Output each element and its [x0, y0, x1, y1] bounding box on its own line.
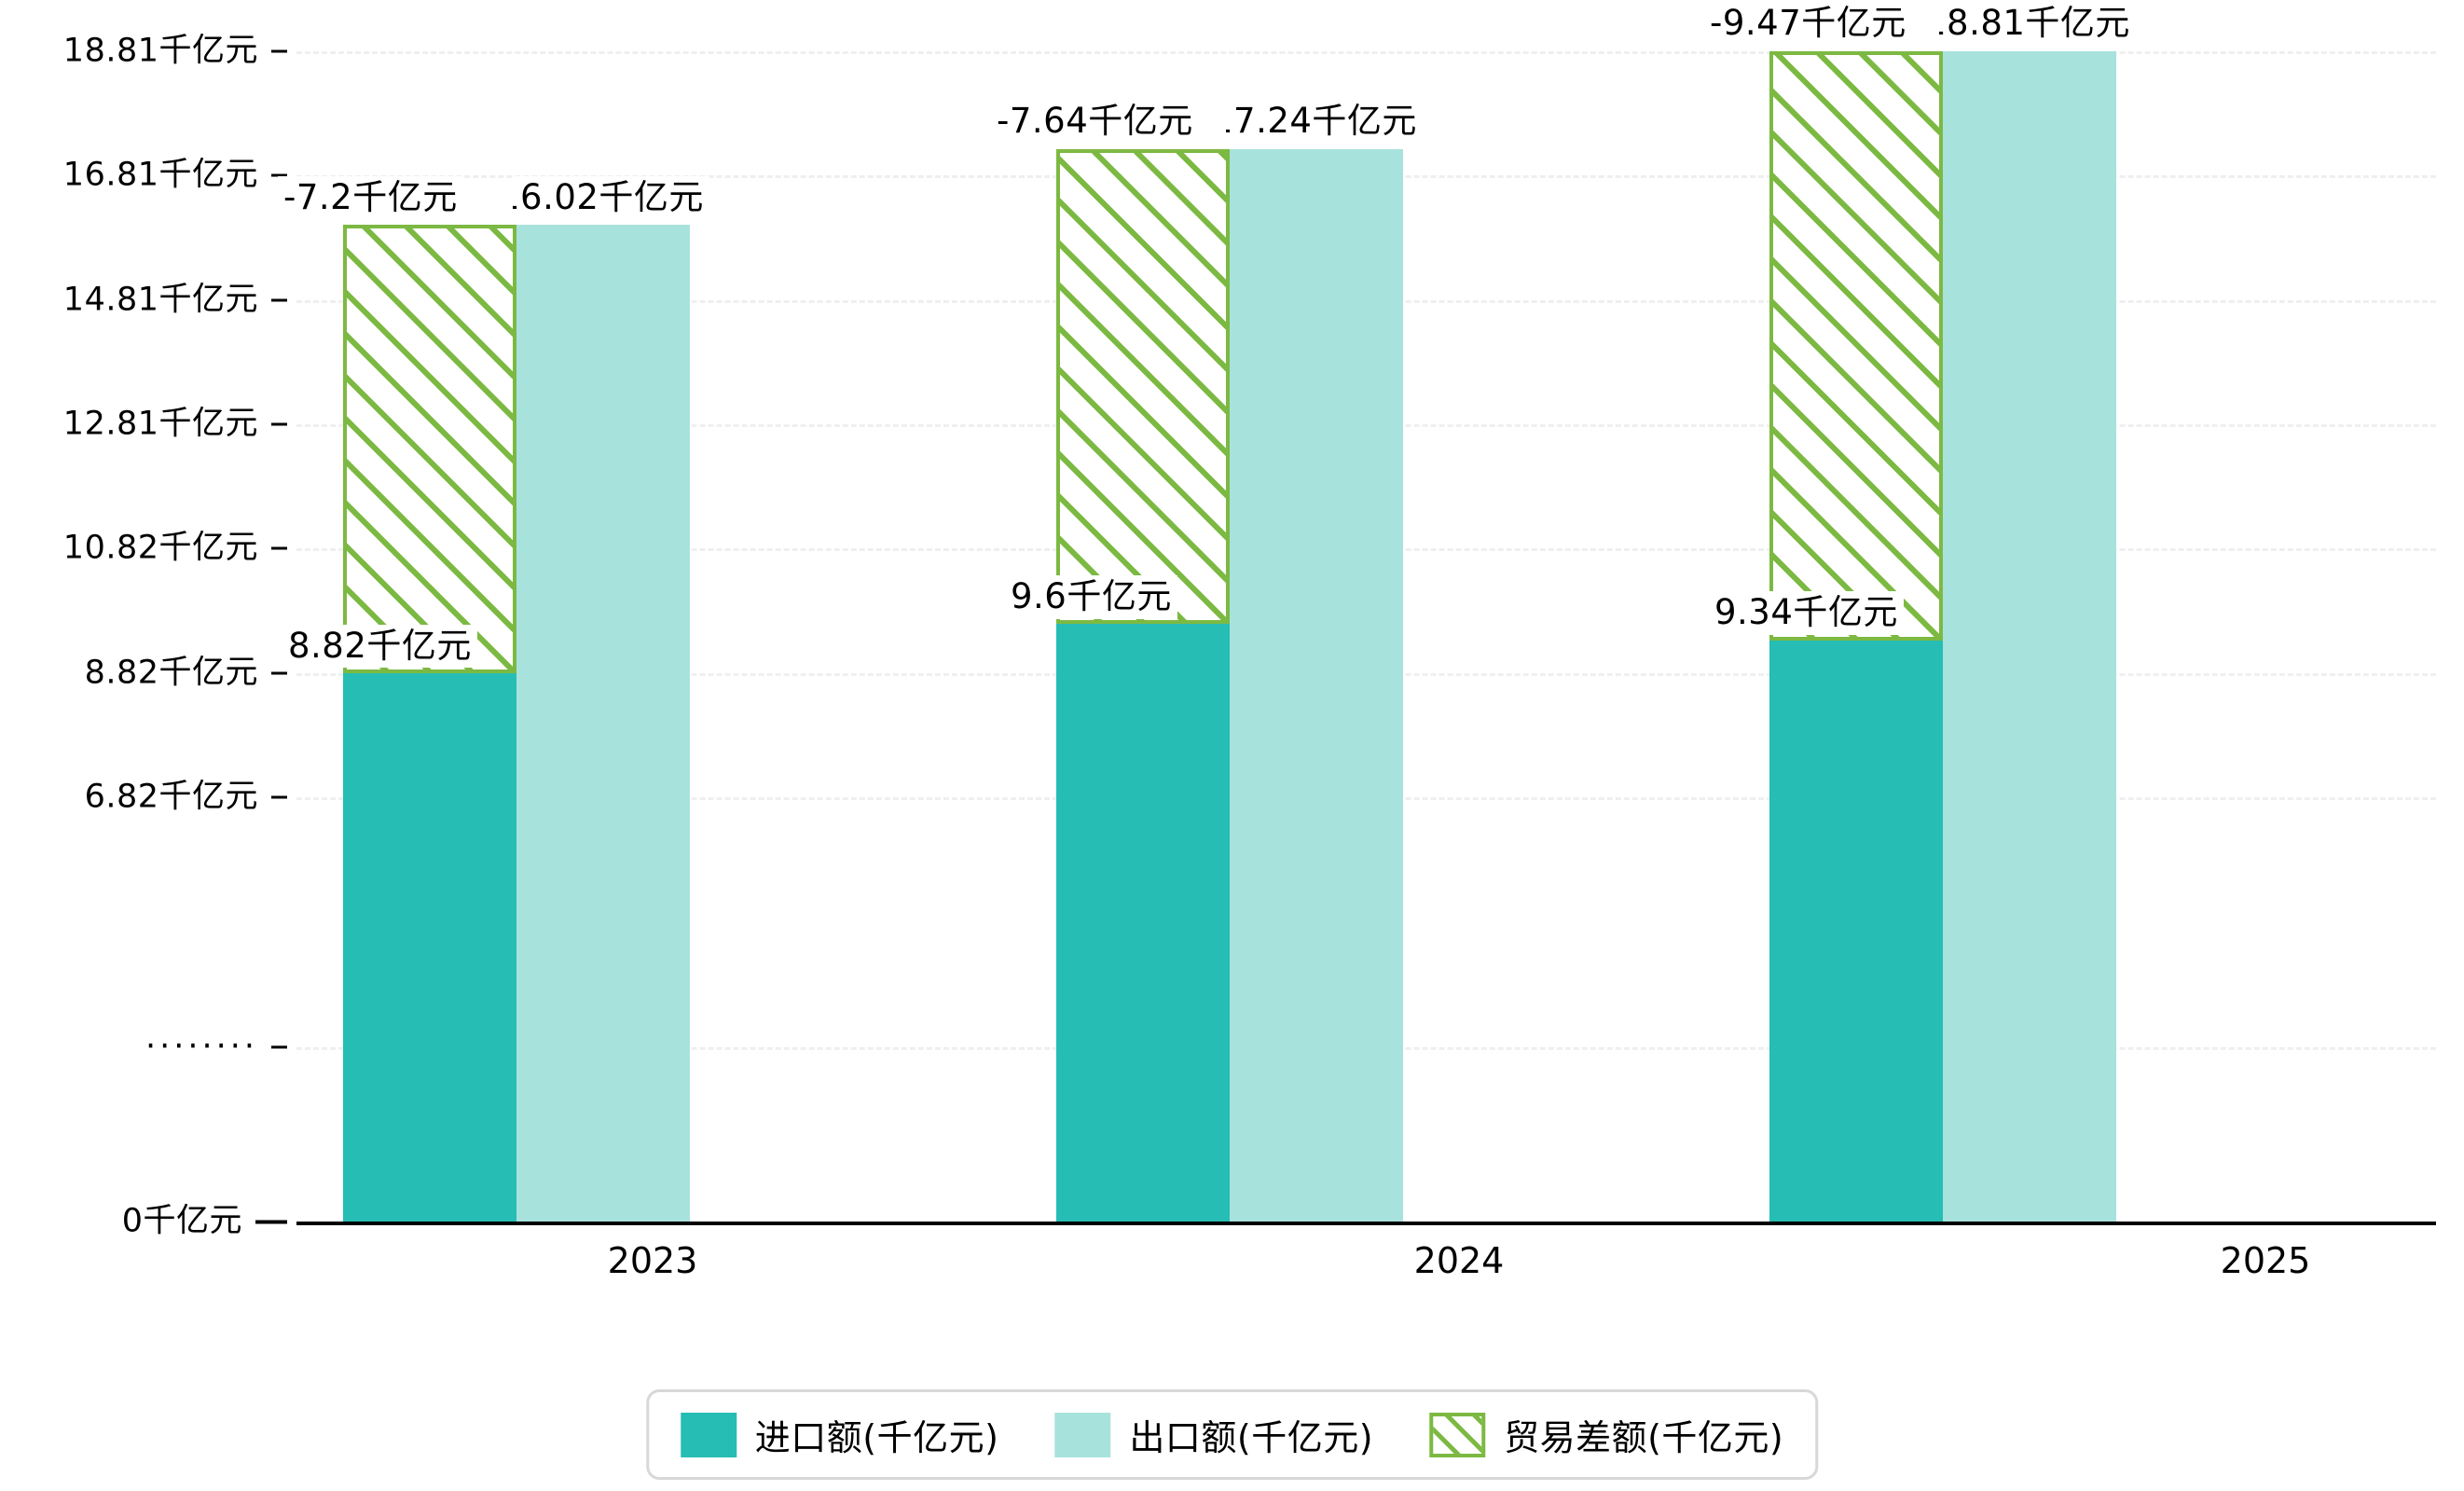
y-axis-tick: 6.82千亿元 — [85, 780, 296, 813]
y-axis-tick-label: 6.82千亿元 — [84, 778, 258, 816]
value-label-import-2023: 8.82千亿元 — [282, 624, 477, 669]
y-axis-tick: 12.81千亿元 — [62, 405, 296, 443]
bar-group-2024: 9.6千亿元 -7.64千亿元 17.24千亿元 — [991, 51, 1723, 1222]
y-axis-tick-mark — [271, 298, 287, 302]
value-label-import-2024: 9.6千亿元 — [1005, 574, 1177, 619]
y-axis-tick-mark — [271, 422, 287, 426]
y-axis-tick: 18.81千亿元 — [63, 35, 296, 68]
legend-label-export: 出口额(千亿元) — [1129, 1417, 1374, 1458]
bar-import-2024[interactable] — [1056, 624, 1230, 1222]
chart-legend: 进口额(千亿元) 出口额(千亿元) 贸易差额(千亿元) — [645, 1389, 1819, 1480]
y-axis-tick-label: 8.82千亿元 — [84, 654, 258, 692]
bar-group-2025: 9.34千亿元 -9.47千亿元 18.81千亿元 — [1704, 1, 2436, 1222]
legend-swatch-trade-balance-icon — [1429, 1412, 1486, 1457]
y-axis-tick-label: 14.81千亿元 — [62, 281, 258, 319]
legend-label-trade-balance: 贸易差额(千亿元) — [1504, 1417, 1784, 1458]
x-axis-tick-label-2025: 2025 — [2220, 1240, 2311, 1281]
bar-import-2023[interactable] — [343, 672, 516, 1222]
value-label-trade-balance-2024: -7.64千亿元 — [991, 100, 1199, 145]
y-axis-tick-label: 12.81千亿元 — [62, 405, 258, 443]
y-axis-tick-mark — [271, 795, 287, 799]
bar-export-2025[interactable] — [1943, 51, 2116, 1222]
legend-item-trade-balance[interactable]: 贸易差额(千亿元) — [1429, 1409, 1783, 1460]
y-axis-tick: 0千亿元 — [121, 1202, 296, 1240]
legend-item-export[interactable]: 出口额(千亿元) — [1054, 1409, 1373, 1460]
bar-export-2024[interactable] — [1230, 148, 1403, 1222]
y-axis-tick-mark — [271, 49, 287, 53]
bar-import-2025[interactable] — [1769, 640, 1943, 1222]
legend-item-import[interactable]: 进口额(千亿元) — [680, 1409, 999, 1460]
value-label-export-2023: 16.02千亿元 — [513, 175, 709, 220]
y-axis-tick-mark — [255, 1220, 287, 1223]
y-axis-tick-label: 10.82千亿元 — [62, 529, 258, 567]
y-axis-tick-label: 16.81千亿元 — [62, 156, 258, 194]
legend-label-import: 进口额(千亿元) — [754, 1417, 999, 1458]
bar-trade-balance-2023[interactable] — [343, 225, 516, 673]
x-axis-tick-label-2024: 2024 — [1413, 1240, 1505, 1281]
y-axis-tick: 14.81千亿元 — [63, 283, 296, 316]
value-label-import-2025: 9.34千亿元 — [1709, 591, 1904, 636]
y-axis-tick-mark — [271, 671, 287, 675]
x-axis-tick-label-2023: 2023 — [607, 1240, 698, 1281]
legend-swatch-export-icon — [1054, 1412, 1111, 1457]
y-axis-tick: 10.82千亿元 — [63, 532, 296, 565]
x-axis-line — [296, 1222, 2436, 1225]
bar-export-2023[interactable] — [516, 225, 690, 1222]
y-axis-tick: 16.81千亿元 — [63, 159, 296, 192]
y-axis-tick-label: ........ — [145, 1018, 258, 1056]
gridline — [296, 51, 2436, 54]
plot-area: 8.82千亿元 -7.2千亿元 16.02千亿元 9.6千亿元 -7.64千亿元… — [278, 1, 2436, 1222]
value-label-trade-balance-2023: -7.2千亿元 — [278, 175, 463, 220]
y-axis-tick-mark — [271, 546, 287, 550]
y-axis-tick-mark — [271, 173, 287, 177]
y-axis-tick-label: 18.81千亿元 — [62, 32, 258, 70]
y-axis-tick: 8.82千亿元 — [85, 656, 296, 689]
bar-group-2023: 8.82千亿元 -7.2千亿元 16.02千亿元 — [278, 51, 1010, 1222]
y-axis-tick-mark — [271, 1045, 287, 1049]
legend-swatch-import-icon — [680, 1412, 736, 1457]
bar-trade-balance-2025[interactable] — [1769, 51, 1943, 641]
y-axis-tick: ........ — [145, 1021, 296, 1064]
y-axis: 18.81千亿元 16.81千亿元 14.81千亿元 12.81千亿元 10.8… — [0, 35, 296, 1237]
bar-trade-balance-2024[interactable] — [1056, 148, 1230, 625]
value-label-export-2024: 17.24千亿元 — [1226, 100, 1423, 145]
value-label-trade-balance-2025: -9.47千亿元 — [1704, 1, 1912, 46]
y-axis-tick-label: 0千亿元 — [121, 1202, 242, 1240]
value-label-export-2025: 18.81千亿元 — [1939, 1, 2136, 46]
